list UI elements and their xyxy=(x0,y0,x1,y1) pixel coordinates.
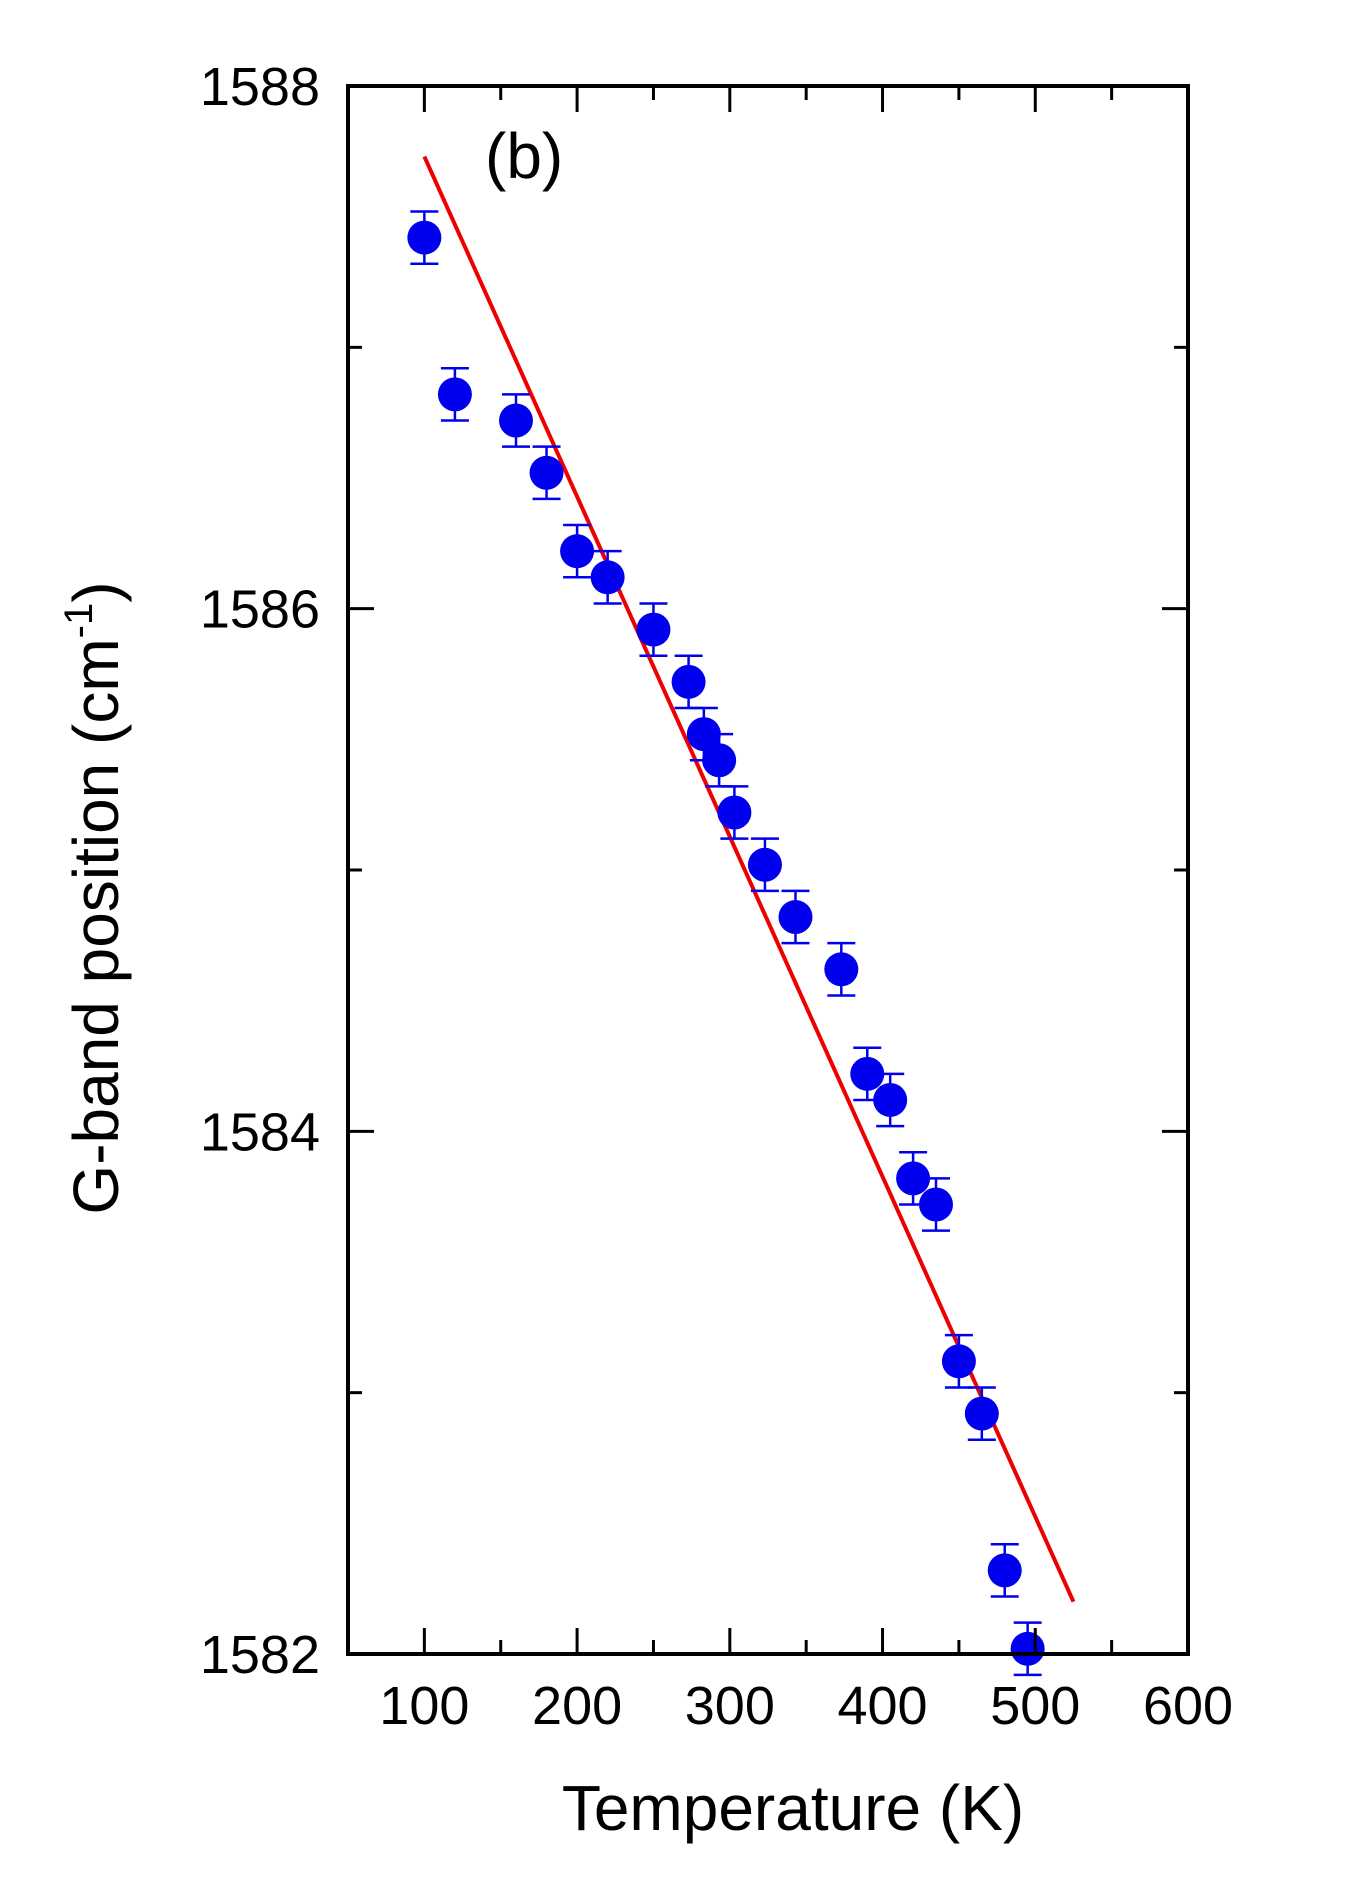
data-point xyxy=(499,403,533,438)
data-point xyxy=(590,560,625,595)
y-tick-label: 1584 xyxy=(200,1102,320,1162)
x-axis-title: Temperature (K) xyxy=(562,1772,1024,1844)
panel-label: (b) xyxy=(485,120,563,192)
x-tick-label: 300 xyxy=(685,1676,775,1736)
x-tick-label: 500 xyxy=(990,1676,1080,1736)
x-tick-label: 200 xyxy=(532,1676,622,1736)
data-point xyxy=(941,1344,976,1379)
data-point xyxy=(824,952,859,987)
x-tick-label: 400 xyxy=(837,1676,927,1736)
data-point xyxy=(896,1161,931,1196)
data-point xyxy=(636,612,671,647)
data-point xyxy=(437,377,472,412)
x-tick-label: 100 xyxy=(379,1676,469,1736)
plot-marks xyxy=(407,155,1076,1677)
data-point xyxy=(747,847,782,882)
data-point xyxy=(987,1553,1022,1588)
data-point xyxy=(560,534,595,569)
data-point xyxy=(919,1187,953,1222)
data-point xyxy=(671,664,706,699)
data-point xyxy=(407,220,442,255)
data-point xyxy=(1010,1631,1045,1666)
data-point xyxy=(850,1056,885,1091)
y-tick-label: 1586 xyxy=(200,580,320,640)
data-point xyxy=(778,900,813,935)
data-point xyxy=(702,743,737,778)
y-axis-title-main: G-band position (cm xyxy=(60,638,132,1214)
y-tick-label: 1588 xyxy=(200,57,320,117)
data-point xyxy=(717,795,752,830)
axes: 100 200 300 400 500 600 1582 1584 1586 1588 xyxy=(200,57,1233,1736)
y-axis-title-close: ) xyxy=(60,581,132,602)
x-tick-label: 600 xyxy=(1143,1676,1233,1736)
y-axis-title: G-band position (cm-1) xyxy=(57,581,132,1214)
y-tick-label: 1582 xyxy=(200,1625,320,1685)
data-point xyxy=(686,717,721,752)
data-point xyxy=(529,455,564,490)
y-axis-title-superscript: -1 xyxy=(57,603,101,639)
data-point xyxy=(964,1396,999,1431)
data-point xyxy=(873,1082,908,1117)
